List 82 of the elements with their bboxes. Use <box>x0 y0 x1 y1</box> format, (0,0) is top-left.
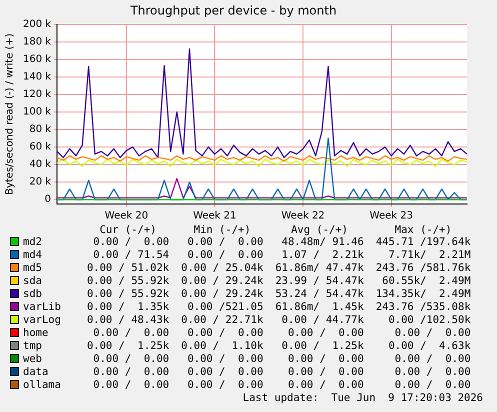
text: 23.99 / 54.47k <box>274 275 365 288</box>
text: 243.76 /581.76k <box>374 262 472 275</box>
y-tick-label: 60 k <box>29 142 52 153</box>
text: 60.55k/ 2.49M <box>381 275 472 288</box>
text: Cur (-/+) <box>98 224 158 236</box>
legend-label: varLog <box>22 314 62 327</box>
text: 0.00 / 0.00 <box>286 379 365 392</box>
y-tick-label: 80 k <box>29 124 52 136</box>
text: 0.00 / 51.02k <box>86 262 170 275</box>
text: 0.00 / 0.00 <box>92 353 170 366</box>
text: Avg (-/+) <box>290 224 350 236</box>
text: 1.07 / 2.21k <box>280 249 365 262</box>
text: 0.00 / 0.00 <box>286 366 365 379</box>
y-tick-label: 140 k <box>22 72 52 83</box>
y-tick-label: 200 k <box>22 18 52 30</box>
text: 7.71k/ 2.21M <box>387 249 472 262</box>
text: 61.86m/ 47.47k <box>274 262 365 275</box>
text: 0.00 / 0.00 <box>186 353 264 366</box>
text: 0.00 / 0.00 <box>92 379 170 392</box>
text: 0.00 / 0.00 <box>92 366 170 379</box>
text: 243.76 /535.08k <box>374 301 472 314</box>
legend-label: sdb <box>22 288 43 301</box>
text: 0.00 / 0.00 <box>286 327 365 340</box>
text: 0.00 / 0.00 <box>186 249 264 262</box>
text: 0.00 / 0.00 <box>92 327 170 340</box>
text: 0.00 / 1.25k <box>280 340 365 353</box>
text: 0.00 / 22.71k <box>180 314 264 327</box>
legend-label: web <box>22 353 43 366</box>
text: 53.24 / 54.47k <box>274 288 365 301</box>
text: 0.00 / 0.00 <box>394 366 472 379</box>
text: 0.00 / 29.24k <box>180 275 264 288</box>
legend-label: home <box>22 327 50 340</box>
text: 0.00 / 0.00 <box>186 379 264 392</box>
text: 0.00 / 0.00 <box>286 353 365 366</box>
text: 0.00 / 1.35k <box>86 301 170 314</box>
text: 0.00 / 55.92k <box>86 288 170 301</box>
y-axis-title: Bytes/second read (-) / write (+) <box>4 33 16 196</box>
text: 0.00 / 0.00 <box>186 236 264 249</box>
text: 0.00 / 1.10k <box>180 340 264 353</box>
x-tick-label: Week 21 <box>193 210 236 222</box>
legend-label: md2 <box>22 236 43 249</box>
legend-label: data <box>22 366 50 379</box>
text: 48.48m/ 91.46 <box>280 236 365 249</box>
y-tick-label: 160 k <box>22 54 52 66</box>
text: 0.00 / 25.04k <box>180 262 264 275</box>
y-tick-label: 120 k <box>22 89 52 100</box>
text: 445.71 /197.64k <box>374 236 472 249</box>
y-tick-label: 20 k <box>29 176 52 188</box>
text: 0.00 / 44.77k <box>280 314 365 327</box>
text: 0.00 / 0.00 <box>186 366 264 379</box>
text: 0.00 / 0.00 <box>394 327 472 340</box>
y-tick-label: 100 k <box>22 106 52 118</box>
text: 0.00 /521.05 <box>186 301 264 314</box>
text: 61.86m/ 1.45k <box>274 301 365 314</box>
text: 0.00 / 4.63k <box>387 340 472 353</box>
legend-label: md4 <box>22 249 43 262</box>
chart-title: Throughput per device - by month <box>129 3 337 18</box>
text: 0.00 / 1.25k <box>86 340 170 353</box>
legend-label: sda <box>22 275 43 288</box>
text: 0.00 / 48.43k <box>86 314 170 327</box>
legend-label: tmp <box>22 340 43 353</box>
text: Min (-/+) <box>192 224 252 236</box>
text: 0.00 / 29.24k <box>180 288 264 301</box>
text: Last update: Tue Jun 9 17:20:03 2026 <box>242 392 484 404</box>
legend-label: ollama <box>22 379 62 392</box>
y-tick-label: 180 k <box>22 36 52 48</box>
text: 0.00 /102.50k <box>387 314 472 327</box>
text: 0.00 / 0.00 <box>92 236 170 249</box>
text: 0.00 / 0.00 <box>186 327 264 340</box>
x-tick-label: Week 23 <box>370 210 413 222</box>
text: 0.00 / 0.00 <box>394 353 472 366</box>
legend-label: md5 <box>22 262 43 275</box>
x-tick-label: Week 20 <box>104 210 148 222</box>
y-tick-label: 40 k <box>29 159 52 170</box>
text: 0.00 / 71.54 <box>92 249 170 262</box>
text: 134.35k/ 2.49M <box>374 288 472 301</box>
text: 0.00 / 55.92k <box>86 275 170 288</box>
legend-label: varLib <box>22 301 62 314</box>
text: Max (-/+) <box>394 224 453 236</box>
text: 0.00 / 0.00 <box>394 379 472 392</box>
y-tick-label: 0 <box>44 194 52 206</box>
x-tick-label: Week 22 <box>281 210 325 222</box>
